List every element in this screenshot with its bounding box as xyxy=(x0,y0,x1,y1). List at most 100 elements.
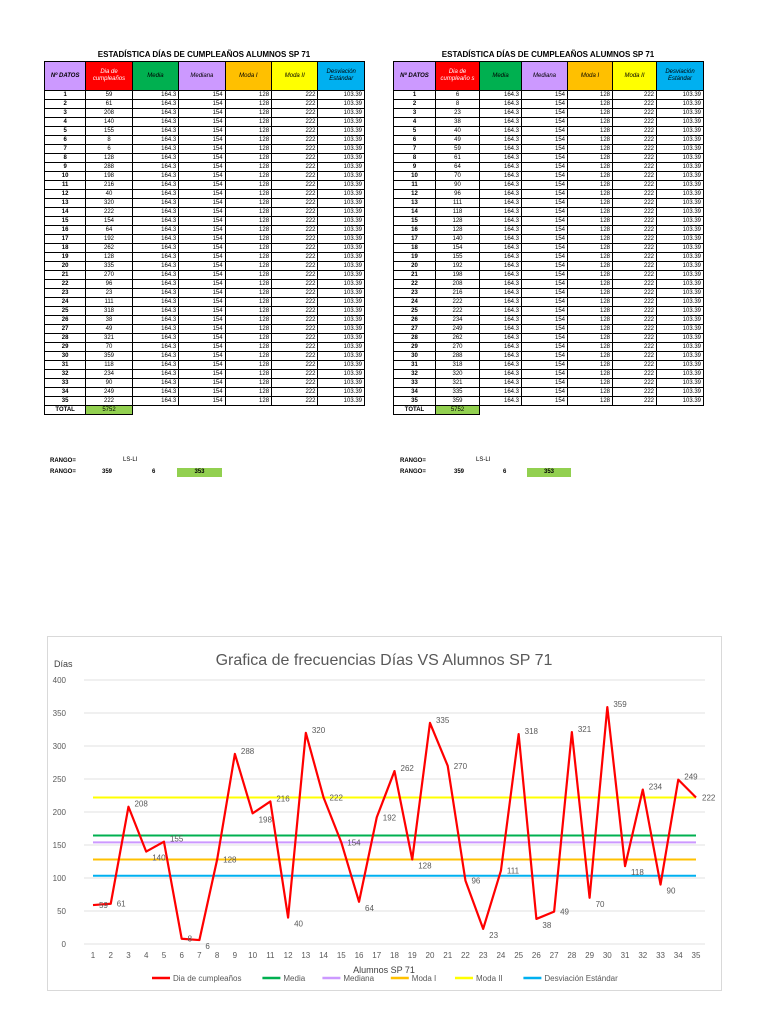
table-row: 1 59 164.3 154 128 222 103.39 xyxy=(43,90,365,100)
table-row: 10 70 164.3 154 128 222 103.39 xyxy=(393,171,704,181)
data-label: 6 xyxy=(205,942,210,951)
row-mediana: 154 xyxy=(178,90,226,100)
row-mediana: 154 xyxy=(178,261,226,271)
row-moda-2: 222 xyxy=(271,117,319,127)
data-label: 61 xyxy=(117,900,126,909)
table-row: 9 288 164.3 154 128 222 103.39 xyxy=(43,162,365,172)
row-index: 32 xyxy=(43,369,87,379)
row-desviacion: 103.39 xyxy=(656,351,704,361)
row-media: 164.3 xyxy=(131,171,180,181)
empty-cell xyxy=(613,406,657,415)
row-moda-1: 128 xyxy=(567,135,613,145)
row-moda-1: 128 xyxy=(224,234,273,244)
row-moda-1: 128 xyxy=(224,162,273,172)
x-tick-label: 18 xyxy=(390,951,399,960)
row-media: 164.3 xyxy=(131,387,180,397)
row-mediana: 154 xyxy=(521,252,568,262)
empty-cell xyxy=(132,406,178,415)
row-desviacion: 103.39 xyxy=(656,234,704,244)
row-dia: 49 xyxy=(85,324,133,334)
row-dia: 320 xyxy=(85,198,133,208)
left-ls-li-label: LS-LI xyxy=(123,457,138,463)
table-row: 21 270 164.3 154 128 222 103.39 xyxy=(43,270,365,280)
row-index: 13 xyxy=(393,198,436,208)
row-moda-1: 128 xyxy=(567,126,613,136)
row-dia: 288 xyxy=(85,162,133,172)
row-desviacion: 103.39 xyxy=(656,135,704,145)
row-index: 4 xyxy=(393,117,436,127)
x-tick-label: 1 xyxy=(91,951,96,960)
data-label: 320 xyxy=(312,726,326,735)
row-moda-2: 222 xyxy=(612,135,657,145)
x-tick-label: 21 xyxy=(443,951,452,960)
row-dia: 38 xyxy=(85,315,133,325)
row-dia: 59 xyxy=(85,90,133,100)
table-row: 16 64 164.3 154 128 222 103.39 xyxy=(43,225,365,235)
row-index: 17 xyxy=(43,234,87,244)
row-dia: 359 xyxy=(85,351,133,361)
table-row: 28 262 164.3 154 128 222 103.39 xyxy=(393,333,704,343)
row-mediana: 154 xyxy=(521,180,568,190)
row-index: 31 xyxy=(43,360,87,370)
y-tick-label: 250 xyxy=(53,775,67,784)
x-tick-label: 28 xyxy=(567,951,576,960)
row-index: 29 xyxy=(43,342,87,352)
row-moda-2: 222 xyxy=(612,153,657,163)
data-label: 140 xyxy=(152,854,166,863)
empty-cell xyxy=(522,406,568,415)
data-label: 90 xyxy=(667,887,676,896)
row-moda-1: 128 xyxy=(567,117,613,127)
row-index: 24 xyxy=(43,297,87,307)
row-moda-1: 128 xyxy=(567,198,613,208)
row-index: 22 xyxy=(43,279,87,289)
row-dia: 192 xyxy=(435,261,480,271)
header-moda-1: Moda I xyxy=(567,61,613,91)
row-mediana: 154 xyxy=(521,351,568,361)
data-label: 335 xyxy=(436,716,450,725)
y-tick-label: 50 xyxy=(57,907,66,916)
row-index: 5 xyxy=(43,126,87,136)
row-dia: 335 xyxy=(435,387,480,397)
left-ls-value: 359 xyxy=(102,469,113,475)
row-index: 15 xyxy=(393,216,436,226)
row-moda-1: 128 xyxy=(567,342,613,352)
row-mediana: 154 xyxy=(521,126,568,136)
row-dia: 6 xyxy=(435,90,480,100)
table-row: 22 208 164.3 154 128 222 103.39 xyxy=(393,279,704,289)
row-moda-2: 222 xyxy=(612,180,657,190)
row-mediana: 154 xyxy=(178,351,226,361)
row-moda-1: 128 xyxy=(224,216,273,226)
row-moda-1: 128 xyxy=(567,234,613,244)
row-mediana: 154 xyxy=(521,117,568,127)
row-dia: 70 xyxy=(435,171,480,181)
row-mediana: 154 xyxy=(521,99,568,109)
row-media: 164.3 xyxy=(131,144,180,154)
left-rango-label-1: RANGO= xyxy=(50,458,76,464)
row-dia: 90 xyxy=(435,180,480,190)
row-desviacion: 103.39 xyxy=(317,387,365,397)
row-dia: 59 xyxy=(435,144,480,154)
row-dia: 154 xyxy=(85,216,133,226)
row-moda-1: 128 xyxy=(224,225,273,235)
row-index: 12 xyxy=(43,189,87,199)
row-index: 33 xyxy=(43,378,87,388)
row-dia: 64 xyxy=(85,225,133,235)
y-axis-label: Días xyxy=(54,659,73,669)
x-tick-label: 11 xyxy=(266,951,275,960)
row-index: 16 xyxy=(43,225,87,235)
row-desviacion: 103.39 xyxy=(317,333,365,343)
row-index: 6 xyxy=(393,135,436,145)
row-mediana: 154 xyxy=(178,99,226,109)
row-moda-2: 222 xyxy=(271,90,319,100)
total-value: 5752 xyxy=(435,405,480,415)
row-desviacion: 103.39 xyxy=(317,189,365,199)
row-desviacion: 103.39 xyxy=(656,396,704,406)
table-row: 15 154 164.3 154 128 222 103.39 xyxy=(43,216,365,226)
row-desviacion: 103.39 xyxy=(656,153,704,163)
row-media: 164.3 xyxy=(131,126,180,136)
row-desviacion: 103.39 xyxy=(656,333,704,343)
row-index: 29 xyxy=(393,342,436,352)
empty-cell xyxy=(480,406,522,415)
row-index: 32 xyxy=(393,369,436,379)
row-moda-2: 222 xyxy=(612,144,657,154)
